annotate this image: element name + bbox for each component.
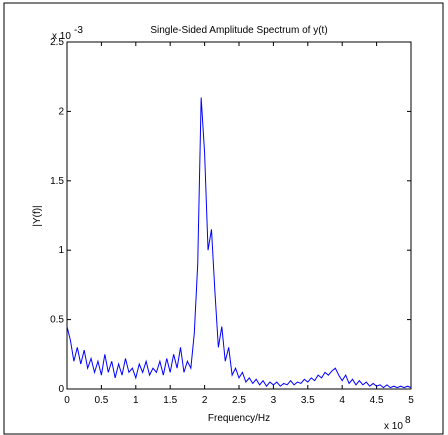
x-tick-label: 1.5 — [163, 395, 177, 406]
y-multiplier-exponent: -3 — [74, 25, 83, 36]
chart-title: Single-Sided Amplitude Spectrum of y(t) — [150, 25, 327, 36]
x-tick-label: 3.5 — [301, 395, 315, 406]
x-tick-label: 5 — [408, 395, 414, 406]
x-tick-label: 4.5 — [370, 395, 384, 406]
y-tick-label: 1.5 — [50, 176, 64, 187]
x-tick-label: 0.5 — [94, 395, 108, 406]
x-tick-label: 2 — [202, 395, 208, 406]
y-tick-label: 0.5 — [50, 315, 64, 326]
y-tick-label: 0 — [58, 384, 64, 395]
y-tick-label: 2 — [58, 106, 64, 117]
x-tick-label: 4 — [339, 395, 345, 406]
y-tick-label: 2.5 — [50, 37, 64, 48]
y-tick-label: 1 — [58, 245, 64, 256]
x-tick-label: 2.5 — [232, 395, 246, 406]
x-multiplier-exponent: 8 — [405, 415, 411, 426]
x-tick-label: 1 — [133, 395, 139, 406]
x-multiplier: x 10 — [384, 421, 403, 432]
y-axis-label: |Y(f)| — [32, 205, 43, 226]
x-tick-label: 3 — [271, 395, 277, 406]
x-axis-label: Frequency/Hz — [208, 413, 270, 424]
x-tick-label: 0 — [64, 395, 70, 406]
spectrum-line — [66, 97, 412, 389]
y-multiplier: x 10 — [52, 31, 71, 42]
plot-area — [66, 41, 412, 390]
